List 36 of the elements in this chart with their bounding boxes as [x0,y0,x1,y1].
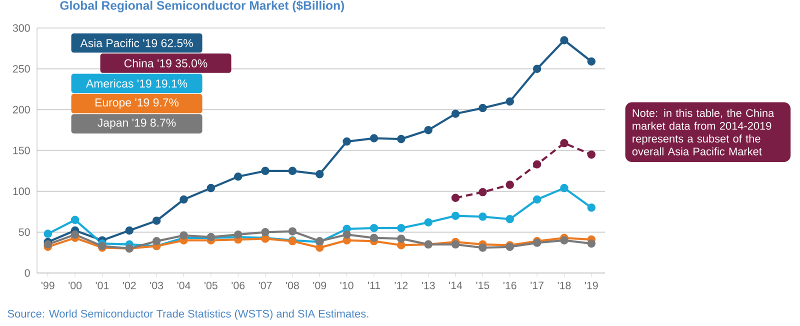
x-tick-label: '15 [476,282,490,290]
y-tick-label: 250 [13,65,30,73]
x-tick-label: '99 [41,282,54,290]
x-tick-label: '13 [422,282,435,290]
x-tick-label: '10 [340,282,354,290]
x-tick-label: '02 [123,282,136,290]
text: Note: in this table, the China market data from 2014-2019 represents a subset of the overall Asia Pacific Market [632,108,774,156]
x-tick-label: '04 [177,282,190,290]
chart-title: Global Regional Semiconductor Market ($Billion) [60,0,344,12]
source-note: Source: World Semiconductor Trade Statistics (WSTS) and SIA Estimates. [8,310,368,320]
x-tick-label: '17 [530,282,544,290]
x-tick-label: '06 [232,282,245,290]
x-tick-label: '05 [204,282,218,290]
y-tick-label: 150 [13,146,30,154]
text: Americas '19 19.1% [86,79,188,88]
x-tick-label: '00 [68,282,82,290]
x-tick-label: '19 [585,282,598,290]
y-tick-label: 0 [24,269,30,277]
x-tick-label: '03 [150,282,164,290]
x-tick-label: '08 [286,282,299,290]
text: Asia Pacific '19 62.5% [80,38,193,48]
x-tick-label: '01 [96,282,109,290]
text: China '19 35.0% [124,58,208,68]
y-tick-label: 200 [13,106,30,114]
y-tick-label: 100 [13,188,30,196]
x-tick-label: '18 [558,282,571,290]
x-tick-label: '14 [449,282,462,290]
y-tick-label: 50 [18,228,30,236]
y-tick-label: 300 [12,24,30,32]
text: Europe '19 9.7% [96,98,179,109]
x-tick-label: '16 [503,282,516,290]
text: Japan '19 8.7% [98,118,176,129]
x-tick-label: '11 [368,282,380,290]
x-tick-label: '07 [258,282,272,290]
x-tick-label: '09 [313,282,326,290]
x-tick-label: '12 [394,282,408,290]
